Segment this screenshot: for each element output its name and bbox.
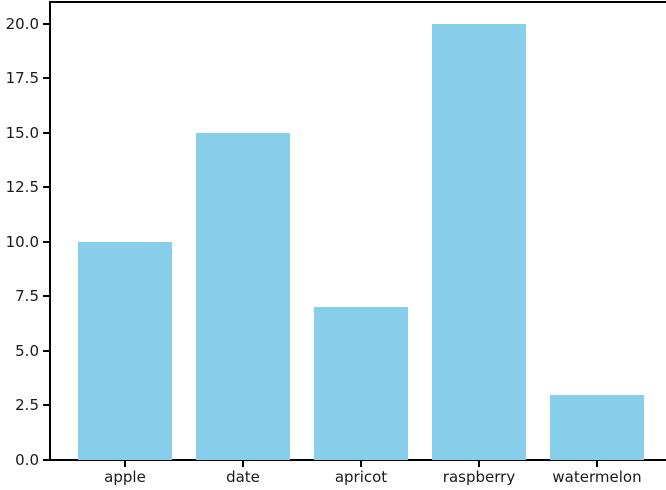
x-tick-mark: [478, 461, 480, 467]
x-tick-label: date: [226, 468, 260, 486]
x-tick-label: raspberry: [442, 468, 516, 486]
bar-apple: [78, 241, 172, 460]
x-tick-mark: [360, 461, 362, 467]
y-tick-label: 20.0: [5, 14, 39, 33]
top-spine: [49, 1, 666, 3]
x-tick-label: apple: [104, 468, 146, 486]
y-tick-label: 7.5: [15, 287, 39, 306]
y-tick-mark: [43, 186, 49, 189]
x-axis-spine: [49, 459, 666, 461]
bar-apricot: [314, 307, 408, 460]
y-tick-label: 15.0: [5, 123, 39, 142]
x-tick-mark: [242, 461, 244, 467]
y-tick-mark: [43, 459, 49, 461]
y-tick-label: 10.0: [5, 232, 39, 251]
y-tick-label: 5.0: [15, 341, 39, 360]
y-tick-label: 12.5: [5, 178, 39, 197]
bar-watermelon: [550, 394, 644, 460]
y-tick-mark: [43, 404, 49, 407]
y-tick-mark: [43, 240, 49, 243]
y-tick-label: 17.5: [5, 69, 39, 88]
y-tick-mark: [43, 77, 49, 80]
y-tick-mark: [43, 295, 49, 298]
x-tick-label: apricot: [334, 468, 388, 486]
y-tick-label: 2.5: [15, 396, 39, 415]
y-axis-spine: [49, 1, 51, 461]
x-tick-mark: [124, 461, 126, 467]
y-tick-label: 0.0: [15, 451, 39, 469]
bar-raspberry: [432, 23, 526, 460]
x-tick-label: watermelon: [552, 468, 642, 486]
y-tick-mark: [43, 349, 49, 352]
y-tick-mark: [43, 22, 49, 25]
bar-date: [196, 132, 290, 460]
x-tick-mark: [596, 461, 598, 467]
y-tick-mark: [43, 131, 49, 134]
